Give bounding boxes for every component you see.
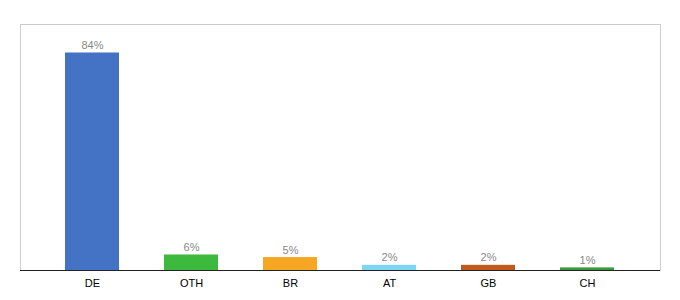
svg-text:2%: 2%: [481, 251, 497, 263]
svg-text:GB: GB: [481, 277, 497, 289]
svg-text:84%: 84%: [81, 39, 103, 51]
svg-text:AT: AT: [383, 277, 397, 289]
svg-text:2%: 2%: [382, 251, 398, 263]
svg-text:CH: CH: [580, 277, 596, 289]
svg-text:BR: BR: [283, 277, 298, 289]
svg-text:OTH: OTH: [180, 277, 203, 289]
svg-text:DE: DE: [85, 277, 100, 289]
svg-text:6%: 6%: [184, 241, 200, 253]
svg-text:1%: 1%: [580, 254, 596, 266]
svg-text:5%: 5%: [283, 244, 299, 256]
